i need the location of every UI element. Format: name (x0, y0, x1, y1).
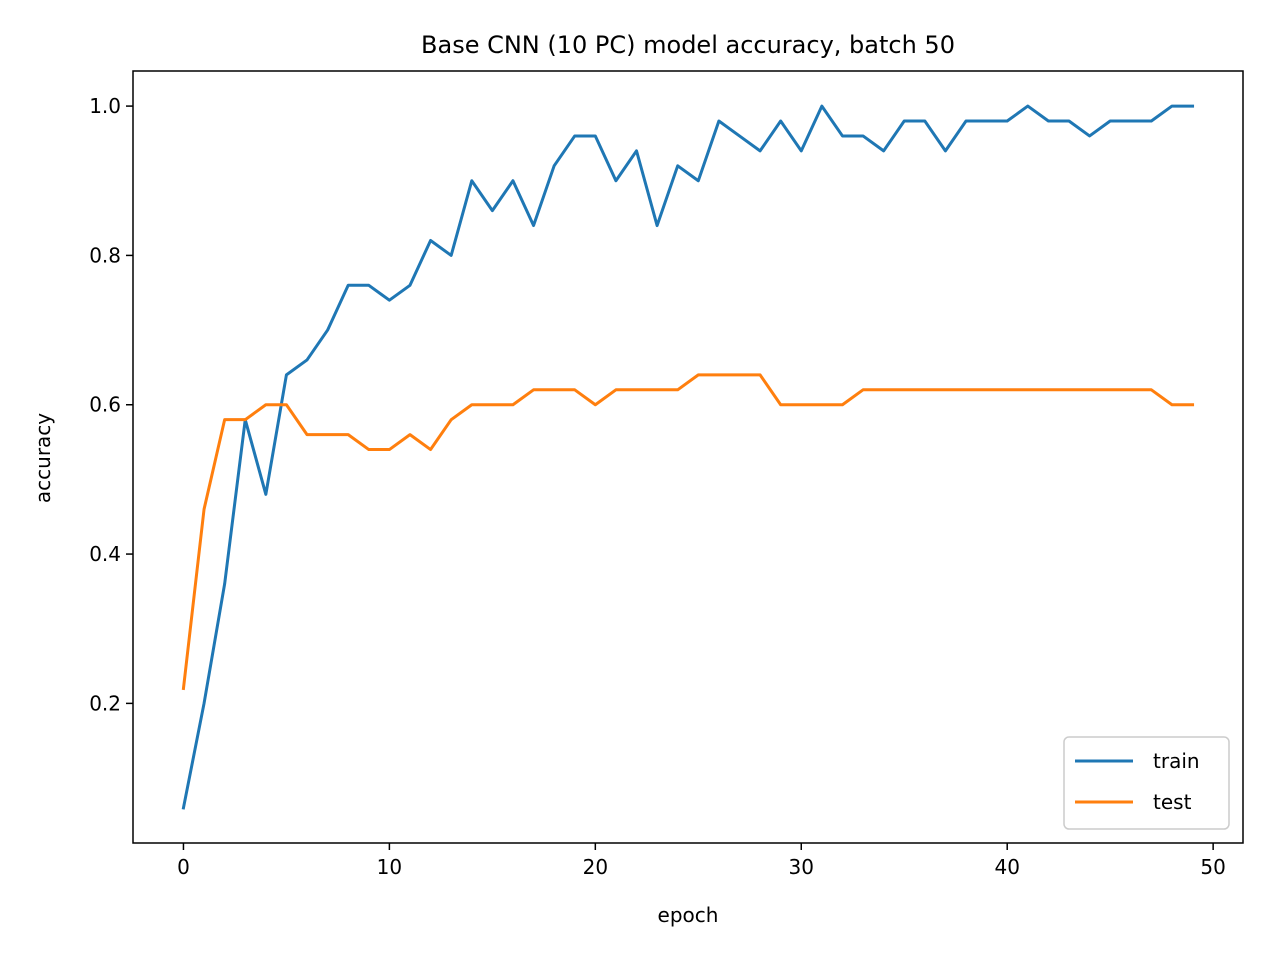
y-tick-label: 0.4 (89, 542, 121, 566)
y-tick-label: 0.2 (89, 691, 121, 715)
x-tick-label: 0 (177, 855, 190, 879)
x-tick-label: 50 (1200, 855, 1225, 879)
y-tick-label: 0.6 (89, 393, 121, 417)
x-tick-label: 40 (994, 855, 1019, 879)
y-tick-label: 0.8 (89, 243, 121, 267)
series-line-test (181, 373, 1195, 691)
plot-area: 0 10 20 30 40 50 0.2 0.4 0.6 0.8 1.0 train test (89, 70, 1244, 879)
x-tick-label: 30 (789, 855, 814, 879)
y-axis-label: accuracy (31, 413, 55, 503)
axes-frame (132, 70, 1244, 844)
legend: train test (1063, 736, 1230, 830)
series-line-train (181, 104, 1195, 810)
chart-title: Base CNN (10 PC) model accuracy, batch 5… (421, 31, 955, 59)
x-tick-label: 20 (583, 855, 608, 879)
y-tick-label: 1.0 (89, 94, 121, 118)
x-axis-label: epoch (658, 903, 719, 927)
x-tick-label: 10 (377, 855, 402, 879)
legend-box (1063, 736, 1230, 830)
legend-label-test: test (1153, 790, 1192, 814)
legend-label-train: train (1153, 749, 1200, 773)
